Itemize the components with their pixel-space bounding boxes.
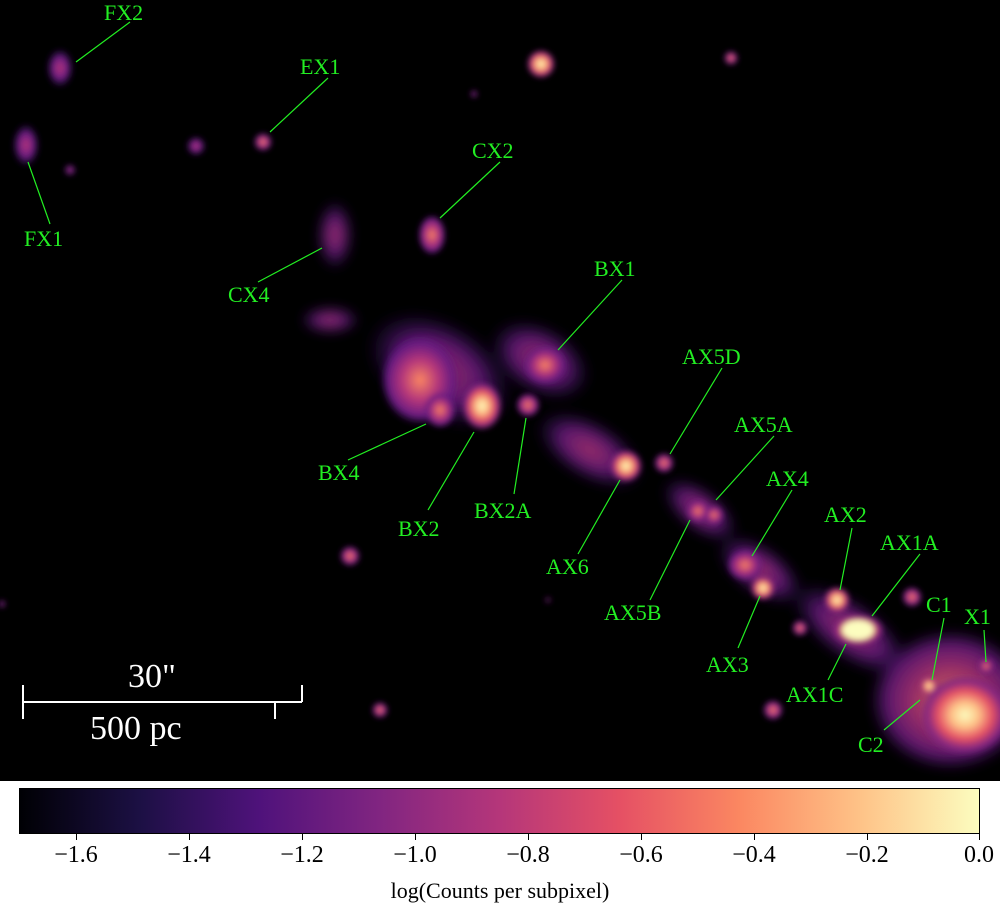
leader-line-ax2 [839, 527, 853, 591]
colorbar-tick-label: −0.6 [619, 842, 663, 868]
leader-line-cx2 [439, 161, 501, 219]
colorbar-tick-label: −1.2 [280, 842, 324, 868]
colorbar-label: log(Counts per subpixel) [390, 878, 610, 903]
source-label-ax3: AX3 [706, 652, 749, 677]
colorbar-tick-label: −1.0 [393, 842, 437, 868]
colorbar-tick [189, 834, 190, 840]
colorbar-tick-label: −0.4 [732, 842, 776, 868]
source-label-ax2: AX2 [824, 502, 867, 527]
colorbar-tick [867, 834, 868, 840]
colorbar-tick [754, 834, 755, 840]
source-label-fx1: FX1 [24, 226, 64, 251]
source-label-ax5d: AX5D [682, 344, 741, 369]
source-label-bx2: BX2 [398, 516, 440, 541]
galaxy-image: FX2 FX1 EX1 CX2 CX4 BX1 BX4 BX2 BX2A AX5D AX5A AX6 A… [0, 0, 1000, 781]
source-label-ax5b: AX5B [604, 600, 662, 625]
leader-line-c1 [931, 617, 945, 681]
colorbar-tick [979, 834, 980, 840]
colorbar-tick [302, 834, 303, 840]
leader-line-bx2a [513, 417, 527, 495]
leader-line-ax4 [751, 489, 793, 557]
source-label-bx2a: BX2A [474, 498, 532, 523]
leader-line-ax3 [737, 595, 761, 649]
leader-line-x1 [983, 629, 987, 663]
scale-bar-physical-label: 500 pc [90, 710, 182, 747]
leader-line-ax6 [577, 479, 621, 555]
source-label-bx4: BX4 [318, 460, 360, 485]
source-label-ex1: EX1 [300, 54, 341, 79]
source-label-c2: C2 [858, 732, 884, 757]
colorbar-tick [528, 834, 529, 840]
leader-line-bx4 [347, 423, 427, 461]
leader-line-ax5d [669, 367, 723, 455]
source-label-fx2: FX2 [104, 0, 144, 25]
leader-line-fx1 [27, 161, 51, 225]
scale-bar-angular-label: 30" [128, 658, 176, 695]
colorbar-tick-label: −0.2 [845, 842, 889, 868]
colorbar-tick-label: −1.4 [167, 842, 211, 868]
colorbar [19, 788, 980, 834]
emission-map [0, 21, 1000, 770]
source-label-ax1a: AX1A [880, 530, 939, 555]
colorbar-tick-label: 0.0 [964, 842, 994, 868]
source-label-ax6: AX6 [546, 554, 589, 579]
colorbar-tick [641, 834, 642, 840]
leader-line-cx4 [257, 247, 323, 283]
leader-line-c2 [883, 699, 921, 731]
colorbar-tick [76, 834, 77, 840]
leader-line-bx1 [557, 279, 623, 351]
source-label-ax4: AX4 [766, 466, 809, 491]
source-label-bx1: BX1 [594, 256, 636, 281]
leader-line-ex1 [269, 77, 329, 133]
source-label-cx2: CX2 [472, 138, 514, 163]
colorbar-tick-label: −0.8 [506, 842, 550, 868]
leader-line-bx2 [427, 431, 475, 511]
leader-line-ax5a [715, 435, 775, 501]
source-label-c1: C1 [926, 592, 952, 617]
colorbar-tick-label: −1.6 [54, 842, 98, 868]
leader-line-fx2 [75, 21, 131, 63]
leader-line-ax1a [871, 553, 921, 617]
source-label-x1: X1 [964, 604, 991, 629]
leader-line-ax5b [649, 519, 691, 601]
source-label-ax1c: AX1C [786, 682, 844, 707]
source-label-ax5a: AX5A [734, 412, 793, 437]
source-label-cx4: CX4 [228, 282, 270, 307]
leader-line-ax1c [827, 643, 847, 681]
colorbar-tick [415, 834, 416, 840]
scale-bar [22, 685, 303, 719]
